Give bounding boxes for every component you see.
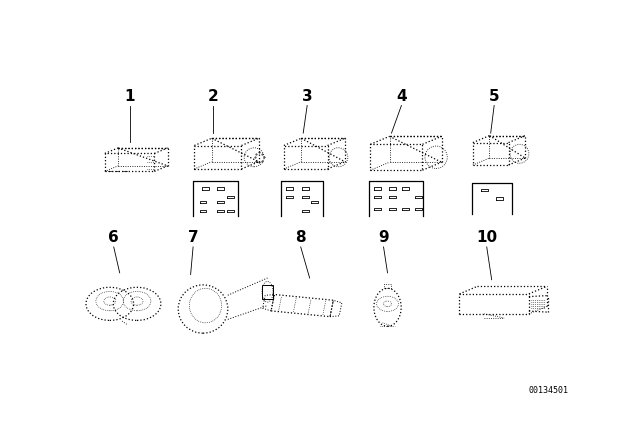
Text: 1: 1 (124, 89, 135, 104)
Text: 5: 5 (489, 89, 499, 104)
Text: 6: 6 (108, 230, 119, 245)
Text: 4: 4 (396, 89, 407, 104)
Text: 00134501: 00134501 (529, 386, 568, 395)
Text: 3: 3 (302, 89, 312, 104)
Text: 8: 8 (296, 230, 306, 245)
Text: 2: 2 (207, 89, 218, 104)
Text: 7: 7 (188, 230, 198, 245)
Text: 9: 9 (378, 230, 389, 245)
Text: 10: 10 (476, 230, 497, 245)
